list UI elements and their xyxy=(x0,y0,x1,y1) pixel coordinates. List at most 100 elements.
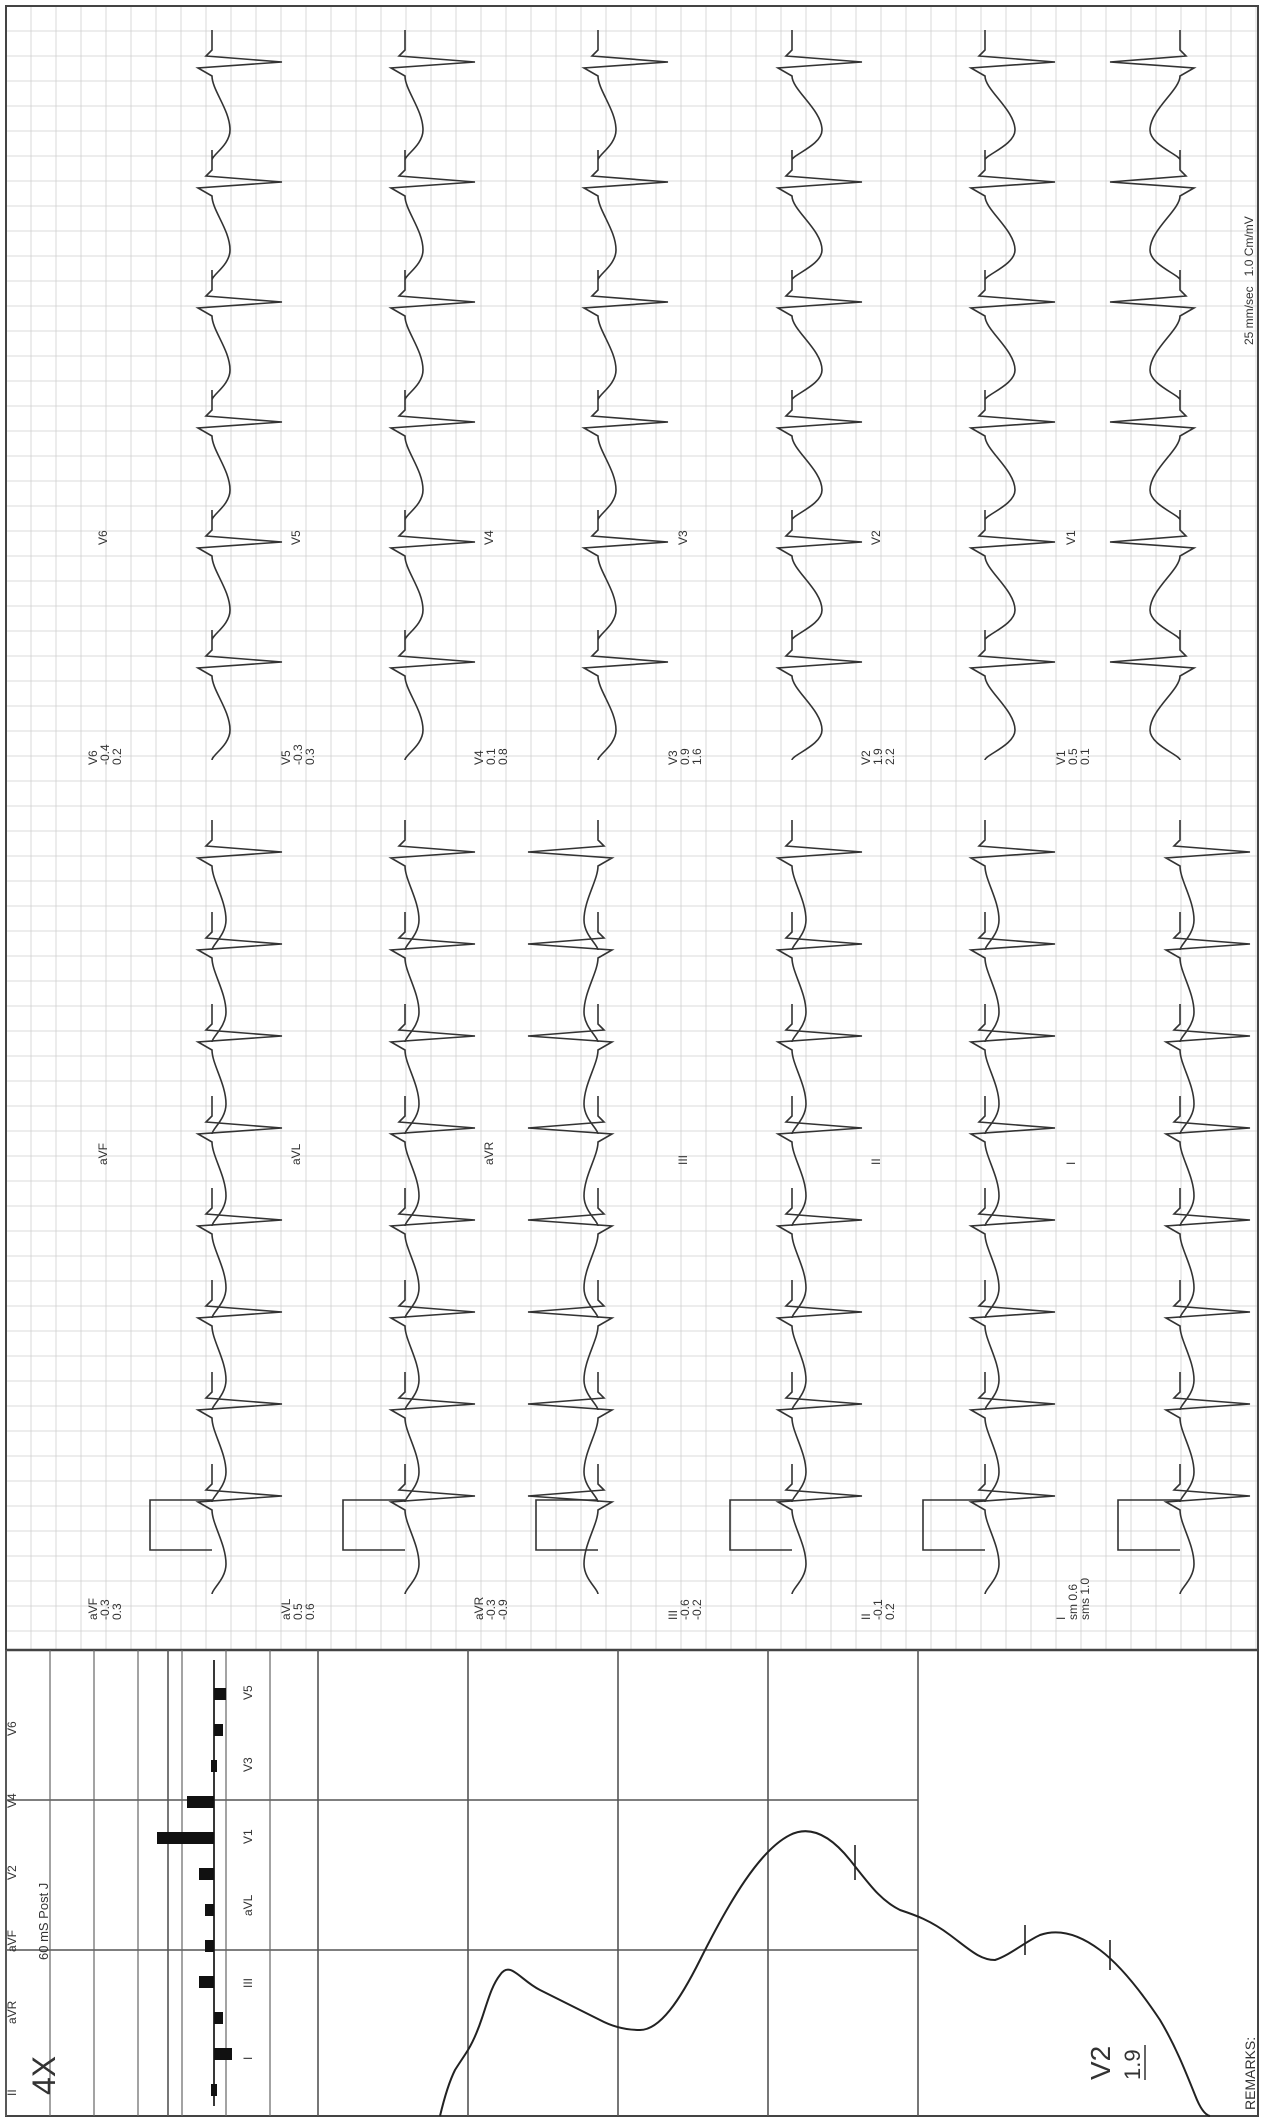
panel-grid xyxy=(6,1650,919,2116)
waveform-iii xyxy=(775,820,863,1595)
lead-name: V5 xyxy=(279,750,293,765)
lead-label: V6 xyxy=(96,530,110,545)
bar-avr xyxy=(214,2012,223,2024)
lead-value-2: 0.3 xyxy=(303,748,317,765)
waveform-avl xyxy=(388,820,476,1595)
lead-label: V4 xyxy=(482,530,496,545)
measure-point-label: 60 mS Post J xyxy=(36,1883,51,1960)
bar-iii xyxy=(199,1976,214,1988)
lead-name: aVF xyxy=(86,1598,100,1620)
lead-value-1: 1.9 xyxy=(871,748,885,765)
bar-label: III xyxy=(241,1978,255,1988)
bar-v5 xyxy=(214,1688,226,1700)
lead-value-1: sm 0.6 xyxy=(1066,1584,1080,1620)
bar-label: V3 xyxy=(241,1757,255,1772)
lead-label: II xyxy=(869,1158,883,1165)
lead-value-1: -0.6 xyxy=(678,1599,692,1620)
lead-value-1: 0.5 xyxy=(1066,748,1080,765)
waveform-ii xyxy=(968,820,1056,1595)
lead-name: V1 xyxy=(1054,750,1068,765)
lead-value-2: 2.2 xyxy=(883,748,897,765)
panel-lead-label: V2 xyxy=(1085,2046,1116,2080)
lead-value-2: 0.2 xyxy=(883,1603,897,1620)
waveform-v2 xyxy=(968,30,1056,761)
lead-value-1: 0.9 xyxy=(678,748,692,765)
bar-avf xyxy=(205,1940,214,1952)
lead-value-1: 0.1 xyxy=(484,748,498,765)
bar-label: aVL xyxy=(241,1894,255,1916)
lead-label: aVR xyxy=(482,1141,496,1165)
lead-value-2: 0.1 xyxy=(1078,748,1092,765)
bar-label: II xyxy=(5,2089,19,2096)
sheet-border xyxy=(5,5,1259,2117)
lead-label: V2 xyxy=(869,530,883,545)
lead-value-1: -0.4 xyxy=(98,744,112,765)
bar-label: V4 xyxy=(5,1793,19,1808)
lead-label: I xyxy=(1064,1162,1078,1165)
bar-label: V5 xyxy=(241,1685,255,1700)
lead-label: aVL xyxy=(289,1143,303,1165)
calibration-pulse xyxy=(922,1499,985,1551)
waveform-v6 xyxy=(195,30,283,761)
lead-value-2: 0.8 xyxy=(496,748,510,765)
bar-v6 xyxy=(214,1724,223,1736)
lead-name: II xyxy=(859,1613,873,1620)
lead-value-2: 0.3 xyxy=(110,1603,124,1620)
waveform-i xyxy=(1163,820,1251,1595)
lead-name: aVR xyxy=(472,1596,486,1620)
averaged-beat-waveform xyxy=(439,1830,1211,2117)
bar-v1 xyxy=(157,1832,214,1844)
panel-lead-value: 1.9 xyxy=(1120,2049,1145,2080)
bar-label: I xyxy=(241,2057,255,2060)
bar-avl xyxy=(205,1904,214,1916)
lead-value-1: -0.3 xyxy=(98,1599,112,1620)
lead-value-2: sms 1.0 xyxy=(1078,1578,1092,1620)
calibration-pulse xyxy=(1117,1499,1180,1551)
lead-value-1: 0.5 xyxy=(291,1603,305,1620)
bar-v3 xyxy=(211,1760,217,1772)
lead-label: III xyxy=(676,1155,690,1165)
calibration-pulse xyxy=(535,1499,598,1551)
lead-value-2: -0.2 xyxy=(690,1599,704,1620)
bar-label: aVR xyxy=(5,2000,19,2024)
waveform-v5 xyxy=(388,30,476,761)
lead-name: V6 xyxy=(86,750,100,765)
lead-value-2: 0.6 xyxy=(303,1603,317,1620)
waveform-v4 xyxy=(581,30,669,761)
lead-label: aVF xyxy=(96,1143,110,1165)
lead-value-1: -0.3 xyxy=(484,1599,498,1620)
bar-i xyxy=(214,2048,232,2060)
remarks-label: REMARKS: xyxy=(1242,2037,1258,2110)
lead-label: V3 xyxy=(676,530,690,545)
calibration-pulse xyxy=(149,1499,212,1551)
waveform-avf xyxy=(195,820,283,1595)
calibration-pulse xyxy=(729,1499,792,1551)
lead-value-2: 1.6 xyxy=(690,748,704,765)
bar-label: V1 xyxy=(241,1829,255,1844)
bar-v2 xyxy=(199,1868,214,1880)
lead-name: I xyxy=(1054,1617,1068,1620)
lead-name: III xyxy=(666,1610,680,1620)
lead-name: V4 xyxy=(472,750,486,765)
lead-label: V5 xyxy=(289,530,303,545)
lead-name: V2 xyxy=(859,750,873,765)
bar-label: aVF xyxy=(5,1930,19,1952)
waveform-v3 xyxy=(775,30,863,761)
waveform-v1 xyxy=(1109,30,1197,761)
lead-value-2: 0.2 xyxy=(110,748,124,765)
bar-label: V2 xyxy=(5,1865,19,1880)
lead-name: V3 xyxy=(666,750,680,765)
bar-ii xyxy=(211,2084,217,2096)
lead-value-1: -0.1 xyxy=(871,1599,885,1620)
magnification-label: 4X xyxy=(26,2056,62,2095)
bar-v4 xyxy=(187,1796,214,1808)
lead-value-1: -0.3 xyxy=(291,744,305,765)
lead-value-2: -0.9 xyxy=(496,1599,510,1620)
